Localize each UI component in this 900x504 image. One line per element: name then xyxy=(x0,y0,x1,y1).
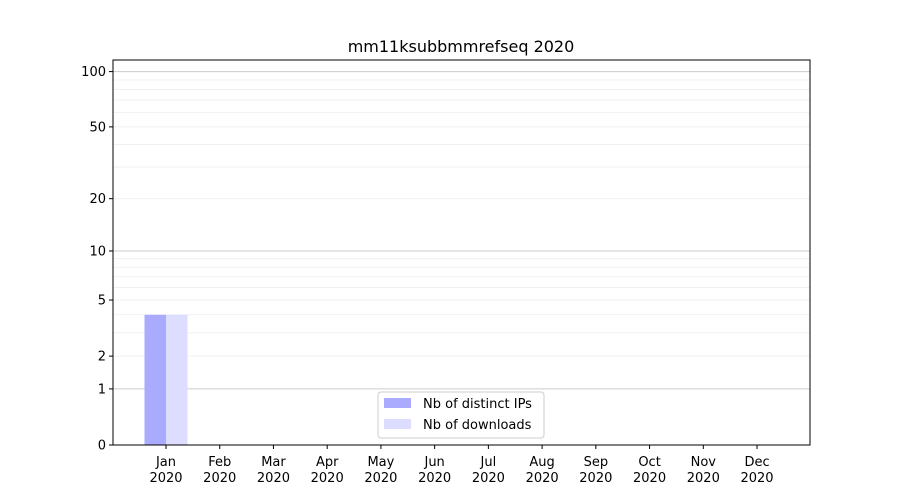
legend-swatch xyxy=(384,398,411,408)
x-tick-label: 2020 xyxy=(149,471,182,486)
y-tick-label: 10 xyxy=(89,244,106,259)
x-tick-label: 2020 xyxy=(526,471,559,486)
x-tick-label: Sep xyxy=(584,455,609,470)
bar-downloads xyxy=(166,314,188,445)
x-tick-label: May xyxy=(367,455,394,470)
y-tick-label: 100 xyxy=(81,65,106,80)
x-tick-label: 2020 xyxy=(633,471,666,486)
x-tick-label: Jun xyxy=(423,455,444,470)
x-tick-label: 2020 xyxy=(203,471,236,486)
x-tick-label: Aug xyxy=(529,455,554,470)
y-axis: 0 1 2 5 10 20 50 100 xyxy=(81,65,113,454)
x-tick-label: Dec xyxy=(744,455,769,470)
bar-distinct-ips xyxy=(144,314,166,445)
y-tick-label: 50 xyxy=(89,120,106,135)
x-tick-label: 2020 xyxy=(687,471,720,486)
legend: Nb of distinct IPs Nb of downloads xyxy=(377,391,545,439)
x-tick-label: 2020 xyxy=(311,471,344,486)
legend-label: Nb of downloads xyxy=(423,418,532,433)
x-tick-label: 2020 xyxy=(579,471,612,486)
legend-label: Nb of distinct IPs xyxy=(423,397,532,412)
x-tick-label: Jul xyxy=(480,455,497,470)
x-tick-label: Feb xyxy=(208,455,231,470)
x-tick-label: Mar xyxy=(261,455,286,470)
x-tick-label: Jan xyxy=(155,455,176,470)
x-tick-label: Apr xyxy=(316,455,339,470)
plot-frame xyxy=(112,59,811,446)
x-tick-label: 2020 xyxy=(418,471,451,486)
legend-box xyxy=(377,391,545,439)
chart-title: mm11ksubbmmrefseq 2020 xyxy=(348,37,575,56)
bars xyxy=(144,314,188,445)
legend-swatch xyxy=(384,419,411,429)
grid xyxy=(113,71,810,390)
x-tick-label: 2020 xyxy=(472,471,505,486)
y-tick-label: 2 xyxy=(98,350,106,365)
x-tick-label: Nov xyxy=(691,455,717,470)
x-axis: Jan2020Feb2020Mar2020Apr2020May2020Jun20… xyxy=(149,445,774,486)
y-tick-label: 5 xyxy=(98,294,106,309)
y-tick-label: 20 xyxy=(89,192,106,207)
x-tick-label: 2020 xyxy=(257,471,290,486)
x-tick-label: 2020 xyxy=(364,471,397,486)
x-tick-label: 2020 xyxy=(740,471,773,486)
x-tick-label: Oct xyxy=(638,455,660,470)
y-tick-label: 0 xyxy=(98,439,106,454)
y-tick-label: 1 xyxy=(98,382,106,397)
